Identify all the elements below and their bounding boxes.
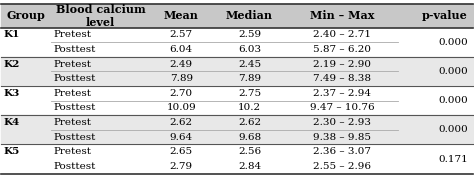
Text: 9.38 – 9.85: 9.38 – 9.85: [313, 133, 372, 142]
Text: Posttest: Posttest: [54, 45, 96, 54]
Text: Posttest: Posttest: [54, 162, 96, 171]
Bar: [1, 144, 473, 159]
Text: Blood calcium
level: Blood calcium level: [56, 4, 146, 28]
Text: 5.87 – 6.20: 5.87 – 6.20: [313, 45, 372, 54]
Text: 9.64: 9.64: [170, 133, 193, 142]
Text: Pretest: Pretest: [54, 89, 91, 98]
Text: 2.55 – 2.96: 2.55 – 2.96: [313, 162, 372, 171]
Text: 2.62: 2.62: [238, 118, 261, 127]
Text: 2.45: 2.45: [238, 60, 261, 69]
Text: Pretest: Pretest: [54, 147, 91, 156]
Bar: [1, 101, 473, 115]
Text: 2.56: 2.56: [238, 147, 261, 156]
Bar: [1, 71, 473, 86]
Text: 10.2: 10.2: [238, 103, 261, 112]
Bar: [1, 28, 473, 42]
Text: 7.89: 7.89: [170, 74, 193, 83]
Text: 2.70: 2.70: [170, 89, 193, 98]
Text: Median: Median: [226, 10, 273, 21]
Text: 7.49 – 8.38: 7.49 – 8.38: [313, 74, 372, 83]
Text: 2.40 – 2.71: 2.40 – 2.71: [313, 30, 372, 39]
Text: Pretest: Pretest: [54, 30, 91, 39]
Text: 2.84: 2.84: [238, 162, 261, 171]
Text: Posttest: Posttest: [54, 74, 96, 83]
Text: Posttest: Posttest: [54, 103, 96, 112]
Text: Pretest: Pretest: [54, 60, 91, 69]
Text: 0.000: 0.000: [438, 38, 468, 47]
Text: 0.000: 0.000: [438, 96, 468, 105]
Text: Group: Group: [7, 10, 46, 21]
Text: 2.75: 2.75: [238, 89, 261, 98]
Bar: [1, 86, 473, 101]
Text: Posttest: Posttest: [54, 133, 96, 142]
Text: 10.09: 10.09: [166, 103, 196, 112]
Text: 2.57: 2.57: [170, 30, 193, 39]
Text: K4: K4: [4, 118, 20, 127]
Bar: [1, 159, 473, 174]
Bar: [1, 42, 473, 57]
Text: 2.19 – 2.90: 2.19 – 2.90: [313, 60, 372, 69]
Text: 9.68: 9.68: [238, 133, 261, 142]
Text: 2.62: 2.62: [170, 118, 193, 127]
Text: Min – Max: Min – Max: [310, 10, 374, 21]
Text: 2.79: 2.79: [170, 162, 193, 171]
Text: 9.47 – 10.76: 9.47 – 10.76: [310, 103, 375, 112]
Text: 2.49: 2.49: [170, 60, 193, 69]
Text: 2.30 – 2.93: 2.30 – 2.93: [313, 118, 372, 127]
Text: 2.37 – 2.94: 2.37 – 2.94: [313, 89, 372, 98]
Bar: [1, 57, 473, 71]
Text: 0.000: 0.000: [438, 125, 468, 134]
Text: 2.59: 2.59: [238, 30, 261, 39]
Text: Mean: Mean: [164, 10, 199, 21]
Bar: [1, 130, 473, 144]
Text: 2.36 – 3.07: 2.36 – 3.07: [313, 147, 372, 156]
Text: K3: K3: [4, 89, 20, 98]
Text: 0.000: 0.000: [438, 67, 468, 76]
Text: 6.04: 6.04: [170, 45, 193, 54]
Bar: [1, 115, 473, 130]
Text: K5: K5: [4, 147, 20, 156]
Text: K2: K2: [4, 60, 20, 69]
Text: 2.65: 2.65: [170, 147, 193, 156]
Bar: [1, 4, 473, 28]
Text: K1: K1: [4, 30, 20, 39]
Text: 0.171: 0.171: [438, 155, 468, 163]
Text: p-value: p-value: [422, 10, 468, 21]
Text: 6.03: 6.03: [238, 45, 261, 54]
Text: 7.89: 7.89: [238, 74, 261, 83]
Text: Pretest: Pretest: [54, 118, 91, 127]
